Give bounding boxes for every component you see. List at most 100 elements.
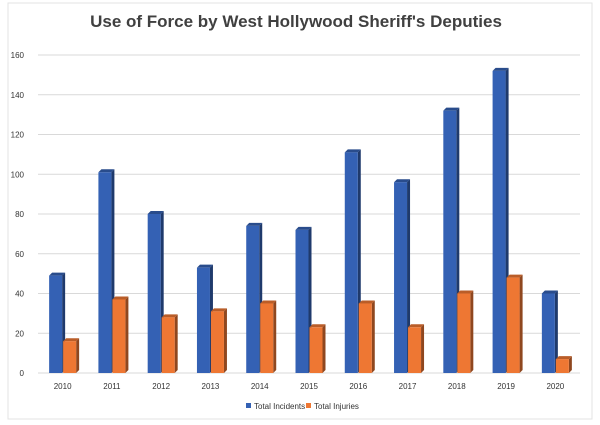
bar-injuries-2020 xyxy=(555,356,572,373)
bar-front xyxy=(260,303,274,373)
bar-front xyxy=(246,225,260,373)
bar-front xyxy=(112,299,126,373)
bar-front xyxy=(492,70,506,374)
bar-top xyxy=(161,314,178,318)
bar-incidents-2017 xyxy=(394,179,411,373)
bar-top xyxy=(196,264,213,268)
y-tick-label: 100 xyxy=(11,170,25,179)
legend-label: Total Injuries xyxy=(314,402,359,411)
bar-top xyxy=(49,272,66,276)
bar-top xyxy=(98,169,115,173)
bar-front xyxy=(408,327,422,373)
y-tick-label: 60 xyxy=(15,250,24,259)
bar-top xyxy=(541,290,558,294)
bar-side xyxy=(519,274,523,373)
bar-front xyxy=(196,267,210,373)
bar-injuries-2017 xyxy=(408,324,425,373)
bar-front xyxy=(506,277,520,373)
bar-front xyxy=(309,327,323,373)
bar-top xyxy=(555,356,572,360)
bar-side xyxy=(76,338,80,373)
bar-front xyxy=(295,229,309,373)
bar-top xyxy=(457,290,474,294)
x-tick-label: 2015 xyxy=(300,382,318,391)
x-axis-ticks: 2010 2011 2012 2013 2014 2015 2016 2017 2018 2019… xyxy=(54,382,565,391)
y-axis-ticks: 0 20 40 60 80 100 120 140 160 xyxy=(11,51,25,378)
bar-side xyxy=(554,290,558,373)
bar-top xyxy=(112,296,129,300)
bar-side xyxy=(223,308,227,373)
legend-label: Total Incidents xyxy=(254,402,305,411)
x-tick-label: 2017 xyxy=(399,382,417,391)
chart-title: Use of Force by West Hollywood Sheriff's… xyxy=(90,12,502,31)
x-tick-label: 2019 xyxy=(497,382,515,391)
bar-injuries-2019 xyxy=(506,274,523,373)
legend-swatch xyxy=(306,403,311,408)
y-tick-label: 140 xyxy=(11,91,25,100)
x-tick-label: 2010 xyxy=(54,382,72,391)
x-tick-label: 2013 xyxy=(202,382,220,391)
bar-incidents-2012 xyxy=(147,211,164,373)
bar-injuries-2013 xyxy=(210,308,227,373)
x-tick-label: 2016 xyxy=(349,382,367,391)
bar-incidents-2019 xyxy=(492,67,509,374)
bar-front xyxy=(358,303,372,373)
bar-front xyxy=(541,293,555,373)
bar-side xyxy=(568,356,572,373)
bar-front xyxy=(443,110,457,374)
x-tick-label: 2020 xyxy=(546,382,564,391)
bar-injuries-2016 xyxy=(358,300,375,373)
bar-front xyxy=(457,293,471,373)
bar-top xyxy=(492,67,509,71)
bar-top xyxy=(260,300,277,304)
bar-front xyxy=(394,182,408,373)
y-tick-label: 40 xyxy=(15,290,24,299)
y-tick-label: 80 xyxy=(15,210,24,219)
bar-injuries-2011 xyxy=(112,296,129,373)
x-tick-label: 2012 xyxy=(152,382,170,391)
legend: Total Incidents Total Injuries xyxy=(246,402,359,411)
bar-top xyxy=(210,308,227,312)
bar-front xyxy=(147,214,161,373)
bar-top xyxy=(63,338,80,342)
bar-injuries-2010 xyxy=(63,338,80,373)
x-tick-label: 2018 xyxy=(448,382,466,391)
bar-front xyxy=(210,311,224,373)
bar-front xyxy=(63,341,77,373)
bar-top xyxy=(309,324,326,328)
y-tick-label: 120 xyxy=(11,131,25,140)
bar-top xyxy=(443,107,460,111)
bar-incidents-2013 xyxy=(196,264,213,373)
bar-injuries-2012 xyxy=(161,314,178,373)
x-tick-label: 2011 xyxy=(103,382,121,391)
bars xyxy=(49,67,572,374)
bar-incidents-2011 xyxy=(98,169,115,373)
bar-side xyxy=(125,296,129,373)
bar-front xyxy=(344,152,358,373)
bar-incidents-2018 xyxy=(443,107,460,374)
bar-side xyxy=(407,179,411,373)
y-tick-label: 20 xyxy=(15,329,24,338)
bar-incidents-2015 xyxy=(295,226,312,373)
bar-side xyxy=(470,290,474,373)
bar-top xyxy=(344,149,361,153)
x-tick-label: 2014 xyxy=(251,382,269,391)
y-tick-label: 0 xyxy=(20,369,25,378)
bar-front xyxy=(555,359,569,373)
bar-incidents-2016 xyxy=(344,149,361,373)
bar-top xyxy=(246,222,263,226)
bar-top xyxy=(358,300,375,304)
bar-side xyxy=(322,324,326,373)
bar-incidents-2014 xyxy=(246,222,263,373)
bar-side xyxy=(174,314,178,373)
legend-swatch xyxy=(246,403,251,408)
bar-injuries-2015 xyxy=(309,324,326,373)
bar-top xyxy=(394,179,411,183)
bar-top xyxy=(295,226,312,230)
y-tick-label: 160 xyxy=(11,51,25,60)
bar-front xyxy=(161,317,175,373)
bar-side xyxy=(371,300,375,373)
bar-incidents-2010 xyxy=(49,272,66,373)
